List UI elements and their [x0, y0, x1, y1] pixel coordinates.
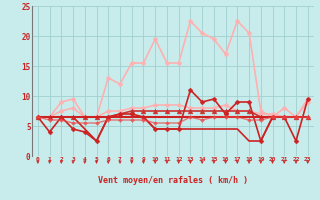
- X-axis label: Vent moyen/en rafales ( km/h ): Vent moyen/en rafales ( km/h ): [98, 176, 248, 185]
